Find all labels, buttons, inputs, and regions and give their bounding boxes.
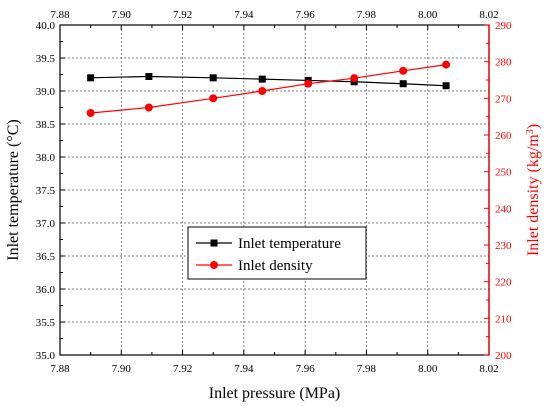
- legend-marker-circle: [210, 261, 218, 269]
- density-point: [350, 74, 359, 83]
- x-axis-title: Inlet pressure (MPa): [209, 385, 341, 402]
- legend-marker-square: [210, 239, 218, 247]
- y-left-axis-title: Inlet temperature (°C): [5, 119, 22, 260]
- y-right-tick-label: 290: [495, 20, 512, 32]
- legend-label-density: Inlet density: [238, 258, 313, 274]
- x-tick-label-bottom: 7.98: [357, 363, 377, 375]
- temperature-point: [209, 74, 217, 82]
- y-right-tick-label: 240: [495, 203, 512, 215]
- temperature-point: [258, 75, 266, 83]
- x-tick-label-bottom: 8.02: [479, 363, 498, 375]
- x-tick-label-top: 7.98: [357, 9, 377, 21]
- axis-ticks: 7.88 7.88 7.90 7.90 7.92 7.92 7.94 7.94 7.96 7.96…: [36, 9, 512, 375]
- y-right-tick-label: 260: [495, 130, 512, 142]
- density-point: [304, 79, 313, 88]
- density-point: [209, 94, 218, 103]
- y-right-axis-title-main: Inlet density (kg/m: [525, 134, 542, 256]
- x-tick-label-top: 7.88: [50, 9, 70, 21]
- y-left-tick-label: 36.5: [36, 251, 56, 263]
- x-tick-label-bottom: 7.88: [50, 363, 70, 375]
- x-tick-label-bottom: 7.94: [234, 363, 254, 375]
- x-tick-label-top: 7.92: [173, 9, 192, 21]
- y-right-tick-label: 270: [495, 93, 512, 105]
- y-left-tick-label: 37.5: [36, 185, 56, 197]
- temperature-point: [399, 80, 407, 88]
- y-left-tick-label: 35.5: [36, 317, 56, 329]
- series-line-temperature: [90, 75, 447, 87]
- series-line-density: [90, 64, 447, 114]
- x-tick-label-top: 8.02: [479, 9, 498, 21]
- y-right-tick-label: 210: [495, 313, 512, 325]
- temperature-point: [87, 74, 95, 82]
- x-tick-label-top: 7.96: [296, 9, 316, 21]
- density-point: [144, 103, 153, 112]
- legend-box: [187, 226, 367, 280]
- y-left-tick-label: 39.5: [36, 53, 56, 65]
- density-point: [258, 87, 267, 95]
- density-point: [399, 66, 408, 75]
- series-layer: [86, 60, 451, 117]
- temperature-point: [145, 72, 153, 80]
- density-point: [86, 109, 95, 117]
- y-left-tick-label: 37.0: [36, 218, 56, 230]
- x-tick-label-bottom: 8.00: [418, 363, 438, 375]
- y-left-tick-label: 35.0: [36, 350, 56, 362]
- x-tick-label-bottom: 7.92: [173, 363, 192, 375]
- y-left-tick-label: 38.5: [36, 119, 56, 131]
- y-left-tick-label: 36.0: [36, 284, 56, 296]
- y-right-tick-label: 220: [495, 277, 512, 289]
- y-left-tick-label: 38.0: [36, 152, 56, 164]
- legend-label-temperature: Inlet temperature: [238, 236, 341, 252]
- y-left-tick-label: 39.0: [36, 86, 56, 98]
- y-right-tick-label: 200: [495, 350, 512, 362]
- x-tick-label-top: 8.00: [418, 9, 438, 21]
- grid-lines: [60, 25, 489, 355]
- y-right-tick-label: 250: [495, 167, 512, 179]
- y-right-axis-title: Inlet density (kg/m3): [525, 124, 543, 256]
- legend: Inlet temperature Inlet density: [187, 226, 367, 280]
- x-tick-label-bottom: 7.90: [112, 363, 132, 375]
- y-right-axis-title-end: ): [525, 124, 542, 129]
- x-tick-label-top: 7.90: [112, 9, 132, 21]
- x-tick-label-top: 7.94: [234, 9, 254, 21]
- y-right-tick-label: 280: [495, 57, 512, 69]
- y-right-axis-title-superscript: 3: [525, 129, 536, 134]
- y-left-tick-label: 40.0: [36, 20, 56, 32]
- density-point: [442, 60, 451, 69]
- temperature-point: [442, 82, 450, 90]
- x-tick-label-bottom: 7.96: [296, 363, 316, 375]
- y-right-tick-label: 230: [495, 240, 512, 252]
